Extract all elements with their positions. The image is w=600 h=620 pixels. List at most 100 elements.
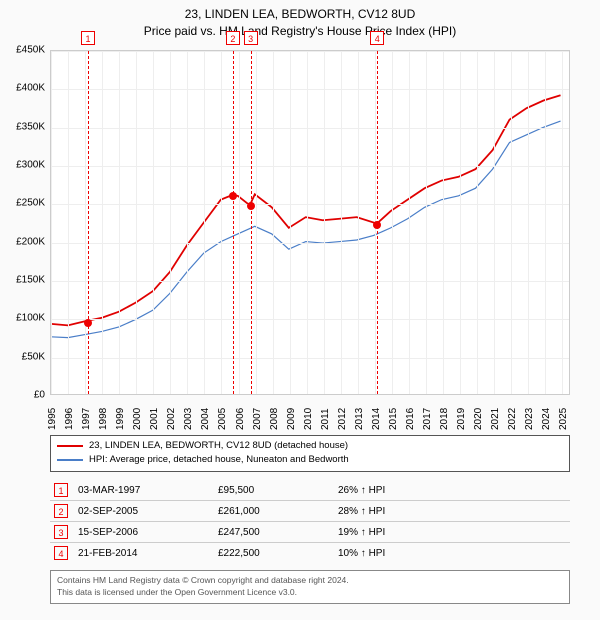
gridline-v <box>443 51 444 394</box>
x-axis-label: 1998 <box>98 408 109 430</box>
event-pct: 19% ↑ HPI <box>338 527 458 538</box>
gridline-v <box>528 51 529 394</box>
gridline-h <box>51 358 569 359</box>
event-dot <box>373 221 381 229</box>
x-axis-label: 2003 <box>183 408 194 430</box>
event-table-row: 315-SEP-2006£247,50019% ↑ HPI <box>50 522 570 543</box>
event-table-row: 4 21-FEB-2014£222,50010% ↑ HPI <box>50 543 570 563</box>
legend-label: HPI: Average price, detached house, Nune… <box>89 453 349 467</box>
event-date: 02-SEP-2005 <box>78 506 218 517</box>
x-axis-label: 2004 <box>200 408 211 430</box>
gridline-v <box>494 51 495 394</box>
y-axis-label: £50K <box>22 351 45 362</box>
event-date: 15-SEP-2006 <box>78 527 218 538</box>
x-axis-label: 2024 <box>541 408 552 430</box>
x-axis-label: 2011 <box>320 408 331 430</box>
event-num-badge: 4 <box>54 546 68 560</box>
event-num-badge: 2 <box>54 504 68 518</box>
x-axis-label: 2008 <box>269 408 280 430</box>
gridline-v <box>170 51 171 394</box>
y-axis-label: £150K <box>16 275 45 286</box>
gridline-v <box>68 51 69 394</box>
gridline-h <box>51 89 569 90</box>
gridline-v <box>136 51 137 394</box>
event-line <box>88 51 89 394</box>
gridline-v <box>426 51 427 394</box>
title-address: 23, LINDEN LEA, BEDWORTH, CV12 8UD <box>0 6 600 23</box>
gridline-v <box>221 51 222 394</box>
gridline-v <box>511 51 512 394</box>
x-axis-label: 2009 <box>286 408 297 430</box>
gridline-v <box>324 51 325 394</box>
x-axis-label: 2001 <box>149 408 160 430</box>
event-table-row: 103-MAR-1997£95,50026% ↑ HPI <box>50 480 570 501</box>
gridline-v <box>562 51 563 394</box>
gridline-h <box>51 204 569 205</box>
y-axis-label: £450K <box>16 45 45 56</box>
gridline-v <box>460 51 461 394</box>
y-axis-label: £300K <box>16 160 45 171</box>
x-axis-label: 2006 <box>235 408 246 430</box>
x-axis-label: 1997 <box>81 408 92 430</box>
event-price: £261,000 <box>218 506 338 517</box>
event-price: £95,500 <box>218 485 338 496</box>
x-axis-label: 2020 <box>473 408 484 430</box>
gridline-v <box>85 51 86 394</box>
gridline-h <box>51 243 569 244</box>
gridline-h <box>51 319 569 320</box>
x-axis-label: 2016 <box>405 408 416 430</box>
y-axis-label: £250K <box>16 198 45 209</box>
x-axis-label: 1999 <box>115 408 126 430</box>
x-axis-label: 2005 <box>217 408 228 430</box>
x-axis-label: 2019 <box>456 408 467 430</box>
x-axis-label: 2013 <box>354 408 365 430</box>
gridline-v <box>358 51 359 394</box>
gridline-v <box>51 51 52 394</box>
event-dot <box>247 202 255 210</box>
gridline-v <box>119 51 120 394</box>
gridline-v <box>545 51 546 394</box>
gridline-v <box>204 51 205 394</box>
gridline-v <box>392 51 393 394</box>
gridline-v <box>256 51 257 394</box>
legend-swatch <box>57 445 83 447</box>
y-axis-label: £400K <box>16 83 45 94</box>
event-pct: 28% ↑ HPI <box>338 506 458 517</box>
y-axis-label: £0 <box>34 390 45 401</box>
event-num-badge: 1 <box>54 483 68 497</box>
event-price: £247,500 <box>218 527 338 538</box>
y-axis-label: £100K <box>16 313 45 324</box>
x-axis-label: 2018 <box>439 408 450 430</box>
event-dot <box>84 319 92 327</box>
gridline-v <box>290 51 291 394</box>
event-date: 21-FEB-2014 <box>78 548 218 559</box>
gridline-v <box>477 51 478 394</box>
event-pct: 10% ↑ HPI <box>338 548 458 559</box>
footer-attribution: Contains HM Land Registry data © Crown c… <box>50 570 570 604</box>
legend-swatch <box>57 459 83 461</box>
event-marker: 1 <box>81 31 95 45</box>
x-axis-label: 2021 <box>490 408 501 430</box>
gridline-v <box>409 51 410 394</box>
event-line <box>251 51 252 394</box>
gridline-h <box>51 51 569 52</box>
gridline-v <box>102 51 103 394</box>
event-marker: 2 <box>226 31 240 45</box>
y-axis-label: £200K <box>16 236 45 247</box>
legend-box: 23, LINDEN LEA, BEDWORTH, CV12 8UD (deta… <box>50 435 570 472</box>
event-marker: 4 <box>370 31 384 45</box>
footer-line2: This data is licensed under the Open Gov… <box>57 587 563 599</box>
y-axis-label: £350K <box>16 121 45 132</box>
x-axis-label: 2025 <box>558 408 569 430</box>
x-axis-label: 2002 <box>166 408 177 430</box>
event-price: £222,500 <box>218 548 338 559</box>
gridline-h <box>51 128 569 129</box>
chart-container: 23, LINDEN LEA, BEDWORTH, CV12 8UD Price… <box>0 0 600 620</box>
footer-line1: Contains HM Land Registry data © Crown c… <box>57 575 563 587</box>
legend-row: 23, LINDEN LEA, BEDWORTH, CV12 8UD (deta… <box>57 439 563 453</box>
x-axis-label: 1996 <box>64 408 75 430</box>
chart-svg <box>51 51 569 394</box>
x-axis-label: 2010 <box>303 408 314 430</box>
gridline-v <box>187 51 188 394</box>
event-line <box>233 51 234 394</box>
